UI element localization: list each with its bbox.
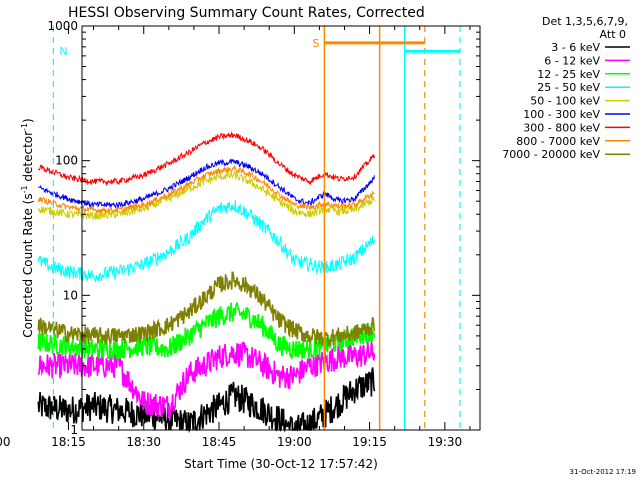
- series-line: [37, 271, 376, 347]
- footer-timestamp: 31-Oct-2012 17:19: [570, 468, 636, 476]
- legend-header-line: Att 0: [600, 28, 626, 41]
- x-tick-label: 19:30: [428, 435, 463, 449]
- series-line: [37, 169, 375, 220]
- x-tick-label: 18:45: [202, 435, 237, 449]
- y-tick-label: 1: [70, 423, 78, 437]
- y-tick-label: 1000: [47, 19, 78, 33]
- legend-entry-label: 800 - 7000 keV: [516, 135, 600, 148]
- series-line: [38, 158, 375, 209]
- series-line: [37, 367, 376, 434]
- y-axis-title: Corrected Count Rate (s-1 detector-1): [20, 118, 35, 337]
- y-axis: 1 10 100 1000: [47, 19, 480, 437]
- legend-entry-label: 6 - 12 keV: [544, 54, 600, 67]
- x-tick-label: 18:00: [0, 435, 10, 449]
- series-line: [37, 164, 375, 215]
- legend-entry-label: 100 - 300 keV: [523, 108, 600, 121]
- legend-entry-label: 25 - 50 keV: [537, 81, 600, 94]
- series-line: [37, 199, 375, 283]
- annotation-label: S: [312, 37, 319, 50]
- annotation-label: N: [59, 45, 67, 58]
- series-line: [37, 340, 376, 419]
- chart-title: HESSI Observing Summary Count Rates, Cor…: [68, 5, 425, 21]
- y-axis-title-part: ): [21, 118, 35, 123]
- legend-entry-label: 50 - 100 keV: [530, 95, 600, 108]
- x-axis: 18:00 18:15 18:30 18:45 19:00 19:15 19:30: [0, 26, 471, 449]
- y-axis-title-part: detector: [21, 131, 35, 186]
- annotation-layer: NS: [52, 26, 461, 430]
- y-tick-label: 100: [55, 154, 78, 168]
- plot-area: [82, 26, 480, 430]
- legend-entry-label: 7000 - 20000 keV: [502, 148, 600, 161]
- x-tick-label: 19:15: [352, 435, 387, 449]
- series-line: [37, 130, 375, 187]
- y-tick-label: 10: [63, 288, 78, 302]
- x-tick-label: 19:00: [277, 435, 312, 449]
- y-axis-title-part: Corrected Count Rate (s: [21, 193, 35, 337]
- x-tick-label: 18:30: [126, 435, 161, 449]
- series-layer: [37, 130, 376, 434]
- x-tick-label: 18:15: [51, 435, 86, 449]
- plot-frame: [81, 25, 481, 431]
- x-axis-title: Start Time (30-Oct-12 17:57:42): [184, 457, 378, 471]
- plot-background: [82, 26, 480, 430]
- legend-header-line: Det 1,3,5,6,7,9,: [542, 15, 628, 28]
- y-axis-title-sup: -1: [20, 123, 29, 131]
- y-axis-title-sup: -1: [20, 185, 29, 193]
- legend-entry-label: 3 - 6 keV: [551, 41, 600, 54]
- legend-entry-label: 12 - 25 keV: [537, 68, 600, 81]
- legend-entry-label: 300 - 800 keV: [523, 121, 600, 134]
